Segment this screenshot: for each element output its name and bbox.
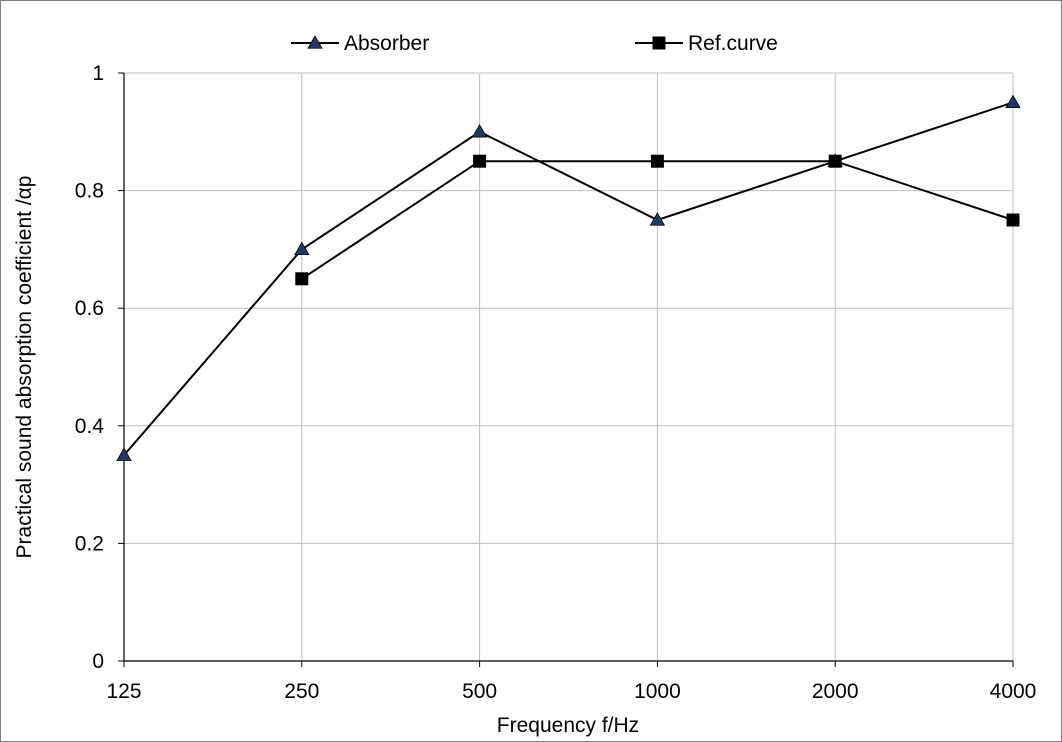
- ref-curve-point: [828, 154, 842, 168]
- absorber-point: [116, 447, 132, 461]
- ref-curve-point: [1006, 213, 1020, 227]
- x-tick-label: 250: [284, 680, 319, 703]
- absorber-point: [1005, 94, 1021, 109]
- x-tick-label: 4000: [990, 680, 1037, 703]
- ref-curve-point: [650, 154, 664, 168]
- legend-item-ref-curve: Ref.curve: [635, 32, 778, 55]
- axes: [118, 72, 1014, 667]
- y-tick-label: 0.6: [75, 297, 104, 320]
- y-tick-label: 1: [92, 62, 104, 85]
- x-tick-labels: 125 250 500 1000 2000 4000: [106, 680, 1036, 703]
- grid: [124, 72, 1014, 661]
- x-tick-label: 500: [462, 680, 497, 703]
- legend-item-absorber: Absorber: [291, 32, 429, 55]
- absorber-point: [649, 212, 666, 226]
- legend-marker: [652, 36, 666, 50]
- legend: Absorber Ref.curve: [291, 32, 778, 55]
- series-absorber: [116, 94, 1021, 461]
- y-tick-label: 0: [92, 650, 104, 673]
- x-axis-title: Frequency f/Hz: [497, 714, 639, 737]
- absorber-point: [294, 241, 310, 256]
- ref-curve-point: [473, 154, 487, 168]
- legend-marker: [307, 35, 323, 49]
- ref-curve-point: [295, 272, 309, 286]
- y-tick-label: 0.4: [75, 415, 105, 438]
- x-tick-label: 125: [106, 680, 141, 703]
- y-tick-labels: 0 0.2 0.4 0.6 0.8 1: [75, 62, 105, 673]
- absorber-line: [123, 101, 1014, 456]
- y-axis-title: Practical sound absorption coefficient /…: [13, 176, 36, 559]
- legend-label: Absorber: [344, 32, 429, 55]
- x-tick-label: 2000: [812, 680, 859, 703]
- absorber-point: [471, 123, 488, 138]
- x-tick-label: 1000: [634, 680, 681, 703]
- y-tick-label: 0.2: [75, 532, 104, 555]
- y-tick-label: 0.8: [75, 180, 104, 203]
- series: [116, 94, 1021, 461]
- series-ref-curve: [295, 154, 1020, 286]
- legend-label: Ref.curve: [688, 32, 778, 55]
